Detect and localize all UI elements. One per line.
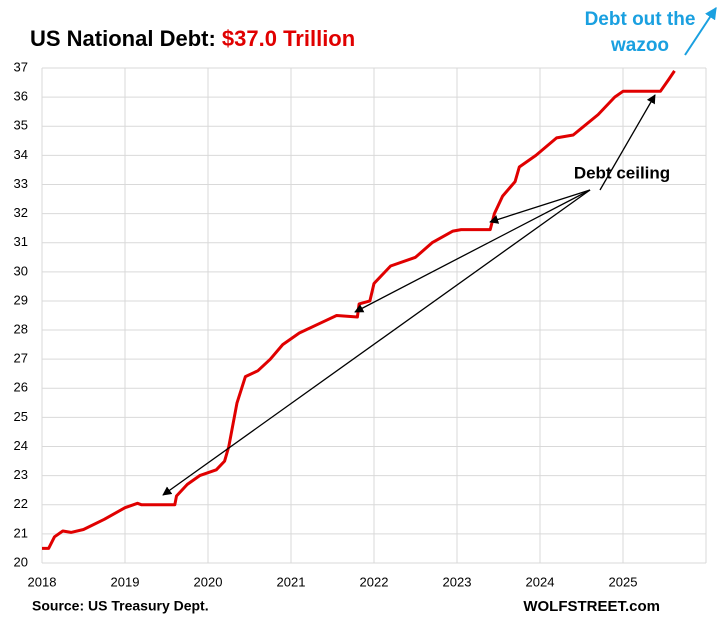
- y-tick-label: 33: [14, 176, 28, 191]
- x-tick-label: 2022: [360, 574, 389, 589]
- x-tick-label: 2025: [609, 574, 638, 589]
- y-tick-label: 32: [14, 205, 28, 220]
- annotation-arrow: [162, 189, 591, 496]
- x-tick-label: 2018: [28, 574, 57, 589]
- chart-title: US National Debt: $37.0 Trillion: [30, 26, 355, 51]
- x-tick-label: 2019: [111, 574, 140, 589]
- y-tick-label: 24: [14, 438, 28, 453]
- annotation: wazoo: [610, 35, 669, 56]
- annotation-arrow: [599, 94, 656, 191]
- annotation-arrow: [354, 189, 591, 313]
- y-tick-label: 23: [14, 467, 28, 482]
- x-tick-label: 2024: [526, 574, 555, 589]
- y-tick-label: 26: [14, 380, 28, 395]
- y-tick-label: 29: [14, 292, 28, 307]
- source: Source: US Treasury Dept.: [32, 598, 209, 614]
- annotation-arrow: [489, 189, 591, 224]
- credit: WOLFSTREET.com: [523, 598, 660, 615]
- y-tick-label: 28: [14, 321, 28, 336]
- y-tick-label: 22: [14, 496, 28, 511]
- plot-area: 2021222324252627282930313233343536372018…: [14, 59, 707, 589]
- annotation: Debt out the: [585, 9, 696, 30]
- annotation-arrow: [684, 6, 717, 56]
- y-tick-label: 27: [14, 351, 28, 366]
- y-tick-label: 25: [14, 409, 28, 424]
- y-tick-label: 31: [14, 234, 28, 249]
- y-tick-label: 34: [14, 147, 28, 162]
- debt-line: [42, 70, 676, 550]
- y-tick-label: 36: [14, 89, 28, 104]
- x-tick-label: 2020: [194, 574, 223, 589]
- y-tick-label: 30: [14, 263, 28, 278]
- y-tick-label: 37: [14, 59, 28, 74]
- x-tick-label: 2021: [277, 574, 306, 589]
- y-tick-label: 21: [14, 525, 28, 540]
- annotation: Debt ceiling: [574, 163, 670, 182]
- x-tick-label: 2023: [443, 574, 472, 589]
- y-tick-label: 20: [14, 554, 28, 569]
- y-tick-label: 35: [14, 118, 28, 133]
